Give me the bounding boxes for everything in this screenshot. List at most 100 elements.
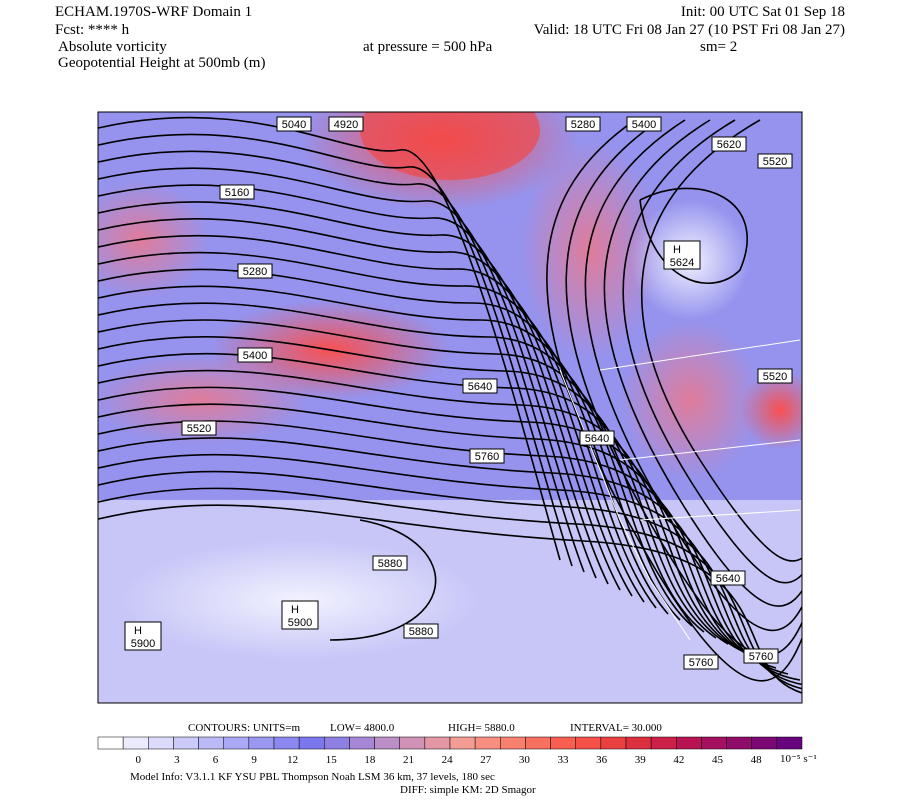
- contour-label: 5400: [243, 350, 267, 362]
- contour-high: HIGH= 5880.0: [448, 722, 515, 734]
- colorbar-label: 24: [442, 754, 454, 766]
- contour-line: [622, 119, 802, 584]
- field: Absolute vorticity: [58, 39, 167, 55]
- valid: Valid: 18 UTC Fri 08 Jan 27 (10 PST Fri …: [534, 22, 845, 38]
- colorbar-box: [97, 736, 124, 750]
- contour-label-box: [237, 347, 273, 363]
- colorbar-label: 21: [403, 754, 414, 766]
- contour-line: [546, 119, 802, 682]
- contour-line: [98, 470, 802, 686]
- colorbar-box: [248, 736, 275, 750]
- contour-label-box: [328, 116, 364, 132]
- colorbar-box: [751, 736, 778, 750]
- contour-info: CONTOURS: UNITS=m: [188, 722, 300, 734]
- colorbar-box: [550, 736, 576, 750]
- colorbar-label: 27: [480, 754, 492, 766]
- colorbar-label: 48: [751, 754, 763, 766]
- colorbar-label: 9: [251, 754, 257, 766]
- high-symbol: H: [673, 244, 681, 256]
- contour-label-box: [276, 116, 312, 132]
- colorbar-box: [298, 736, 325, 750]
- colorbar-box: [701, 736, 727, 750]
- colorbar-box: [776, 736, 803, 750]
- contour-label-box: [565, 116, 601, 132]
- colorbar-box: [650, 736, 677, 750]
- contour-label-box: [181, 420, 217, 436]
- contour-label-box: [372, 555, 408, 571]
- high-box: [124, 621, 162, 651]
- contour-line: [641, 119, 802, 562]
- colorbar-label: 15: [326, 754, 338, 766]
- contour-line: [584, 119, 802, 631]
- high-box: [663, 240, 701, 270]
- contour-label-box: [219, 184, 255, 200]
- contour-line: [98, 403, 765, 663]
- colorbar-box: [349, 736, 375, 750]
- contour-line: [98, 302, 693, 627]
- contour-line: [98, 116, 561, 561]
- colorbar-box: [525, 736, 551, 750]
- contour-line: [98, 167, 597, 579]
- smoothing: sm= 2: [700, 39, 737, 55]
- pressure: at pressure = 500 hPa: [363, 39, 493, 55]
- colorbar-box: [223, 736, 250, 750]
- colorbar-box: [198, 736, 224, 750]
- contour-label: 4920: [334, 119, 358, 131]
- colorbar-box: [324, 736, 350, 750]
- contour-line: [98, 218, 633, 597]
- high-symbol: H: [134, 625, 142, 637]
- colorbar-box: [122, 736, 149, 750]
- contour-label-box: [469, 448, 505, 464]
- contour-label: 5280: [571, 119, 595, 131]
- contour-line: [98, 352, 729, 645]
- colorbar-box: [449, 736, 476, 750]
- high-value: 5900: [131, 638, 155, 650]
- contour-line: [98, 386, 753, 657]
- footer: DIFF: simple KM: 2D Smagor: [400, 784, 536, 796]
- colorbar-box: [173, 736, 199, 750]
- colorbar-box: [148, 736, 174, 750]
- colorbar-label: 36: [596, 754, 608, 766]
- contour-label-box: [710, 570, 746, 586]
- colorbar-label: 45: [712, 754, 724, 766]
- footer: Model Info: V3.1.1 KF YSU PBL Thompson N…: [130, 771, 495, 783]
- contour-line: [329, 519, 437, 641]
- high-box: [281, 600, 319, 630]
- contour-label: 5400: [632, 119, 656, 131]
- contour-line: [603, 119, 802, 607]
- contour-line: [98, 437, 789, 675]
- contour-line: [98, 234, 645, 603]
- contour-line: [98, 453, 801, 681]
- contour-label-box: [626, 116, 662, 132]
- contour-line: [98, 201, 621, 591]
- contour-label: 5880: [378, 558, 402, 570]
- contour-label-box: [757, 153, 793, 169]
- colorbar-label: 12: [287, 754, 298, 766]
- high-value: 5900: [288, 617, 312, 629]
- contour-label: 5760: [475, 451, 499, 463]
- colorbar-box: [575, 736, 602, 750]
- init: Init: 00 UTC Sat 01 Sep 18: [681, 4, 845, 20]
- colorbar-box: [625, 736, 652, 750]
- colorbar-label: 42: [673, 754, 684, 766]
- contour-label-box: [579, 430, 615, 446]
- colorbar-label: 33: [558, 754, 570, 766]
- colorbar-box: [726, 736, 752, 750]
- contour-line: [565, 119, 802, 656]
- colorbar-box: [273, 736, 300, 750]
- contour-label-box: [403, 623, 439, 639]
- map: [98, 112, 802, 703]
- title: ECHAM.1970S-WRF Domain 1: [55, 4, 252, 20]
- contour-label: 5160: [225, 187, 249, 199]
- colorbar-label: 3: [174, 754, 180, 766]
- contour-label: 5760: [689, 657, 713, 669]
- contour-low: LOW= 4800.0: [330, 722, 395, 734]
- contour-label-box: [757, 368, 793, 384]
- colorbar-box: [474, 736, 501, 750]
- colorbar-box: [399, 736, 426, 750]
- contour-label-box: [683, 654, 719, 670]
- contour-label: 5880: [409, 626, 433, 638]
- colorbar-label: 39: [635, 754, 647, 766]
- colorbar-label: 0: [135, 754, 141, 766]
